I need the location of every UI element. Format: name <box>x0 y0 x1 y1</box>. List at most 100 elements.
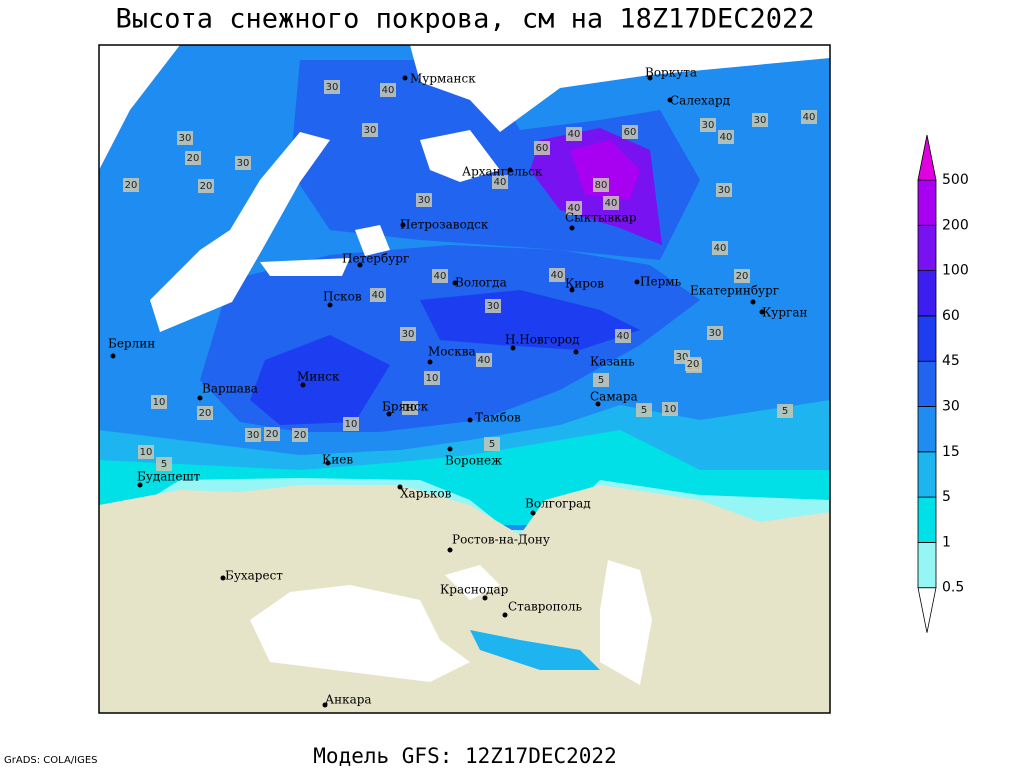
contour-label: 40 <box>803 112 816 123</box>
contour-label-box <box>492 175 508 189</box>
city-dot <box>467 417 473 423</box>
legend-label: 30 <box>942 399 960 415</box>
contour-label: 20 <box>266 429 279 440</box>
snow-region <box>250 335 390 425</box>
contour-label-box <box>151 395 167 409</box>
city-label: Псков <box>323 290 362 304</box>
legend-swatch <box>917 270 937 317</box>
legend-swatch <box>917 315 937 362</box>
legend-label: 0.5 <box>942 580 964 596</box>
sea <box>355 225 390 256</box>
contour-label-box <box>534 141 550 155</box>
city-dot <box>510 345 516 351</box>
city-dot <box>322 702 328 708</box>
contour-label-box <box>685 357 701 371</box>
legend-label: 200 <box>942 217 969 233</box>
contour-label: 10 <box>426 373 439 384</box>
city-label: Берлин <box>108 337 155 351</box>
city-dot <box>634 279 640 285</box>
contour-label: 40 <box>605 198 618 209</box>
city-dot <box>569 287 575 293</box>
contour-label: 20 <box>687 359 700 370</box>
contour-label-box <box>549 268 565 282</box>
contour-label-box <box>432 269 448 283</box>
city-label: Киев <box>322 453 353 467</box>
city-dot <box>573 349 579 355</box>
contour-label-box <box>615 329 631 343</box>
contour-label-box <box>593 373 609 387</box>
city-dot <box>667 97 673 103</box>
legend-swatch <box>917 451 937 498</box>
sea <box>410 45 830 132</box>
contour-label-box <box>476 353 492 367</box>
contour-label-box <box>185 151 201 165</box>
contour-label-box <box>416 193 432 207</box>
snow-region <box>420 290 640 350</box>
contour-label: 20 <box>294 430 307 441</box>
contour-label: 40 <box>720 132 733 143</box>
sea <box>260 258 350 276</box>
legend-swatch <box>917 542 937 589</box>
contour-label: 30 <box>402 329 415 340</box>
city-dot <box>357 262 363 268</box>
contour-label-box <box>400 327 416 341</box>
legend-swatch <box>917 224 937 272</box>
city-label: Ставрополь <box>508 600 582 614</box>
city-label: Архангельск <box>462 165 543 179</box>
city-dot <box>569 225 575 231</box>
sea <box>99 45 180 170</box>
contour-label-box <box>235 156 251 170</box>
city-label: Брянск <box>382 400 429 414</box>
city-dot <box>447 446 453 452</box>
city-label: Сыктывкар <box>565 211 637 225</box>
city-label: Курган <box>762 306 807 320</box>
contour-label: 30 <box>247 430 260 441</box>
legend-label: 100 <box>942 263 969 279</box>
contour-label-box <box>801 110 817 124</box>
sea <box>150 132 330 332</box>
contour-label-box <box>636 403 652 417</box>
city-label: Тамбов <box>475 411 521 425</box>
contour-label-box <box>566 127 582 141</box>
contour-label: 30 <box>702 120 715 131</box>
contour-label-box <box>734 269 750 283</box>
city-dot <box>530 510 536 516</box>
contour-label: 30 <box>364 125 377 136</box>
contour-label: 40 <box>568 129 581 140</box>
city-label: Минск <box>297 370 340 384</box>
contour-label: 10 <box>140 447 153 458</box>
contour-label: 40 <box>617 331 630 342</box>
footer: Модель GFS: 12Z17DEC2022 <box>313 744 616 768</box>
city-dot <box>386 411 392 417</box>
contour-label-box <box>593 178 609 192</box>
contour-label: 5 <box>161 459 167 470</box>
snow-region <box>470 630 600 670</box>
contour-label-box <box>198 179 214 193</box>
city-label: Воронеж <box>445 454 502 468</box>
sea <box>420 130 500 182</box>
city-label: Харьков <box>400 487 452 501</box>
city-dot <box>327 302 333 308</box>
legend-label: 45 <box>942 353 960 369</box>
legend-label: 1 <box>942 534 951 550</box>
city-label: Петербург <box>342 252 409 266</box>
city-dot <box>402 75 408 81</box>
city-label: Ростов-на-Дону <box>452 533 550 547</box>
legend-label: 500 <box>942 172 969 188</box>
contour-label-box <box>424 371 440 385</box>
contour-label-box <box>380 83 396 97</box>
city-dot <box>482 595 488 601</box>
city-dot <box>427 359 433 365</box>
city-dot <box>300 382 306 388</box>
contour-label: 30 <box>237 158 250 169</box>
legend-label: 60 <box>942 308 960 324</box>
contour-label: 40 <box>494 177 507 188</box>
contour-label: 30 <box>418 195 431 206</box>
contour-label: 10 <box>664 404 677 415</box>
city-label: Варшава <box>202 382 258 396</box>
contour-label-box <box>138 445 154 459</box>
contour-label: 80 <box>595 180 608 191</box>
contour-label: 5 <box>598 375 604 386</box>
